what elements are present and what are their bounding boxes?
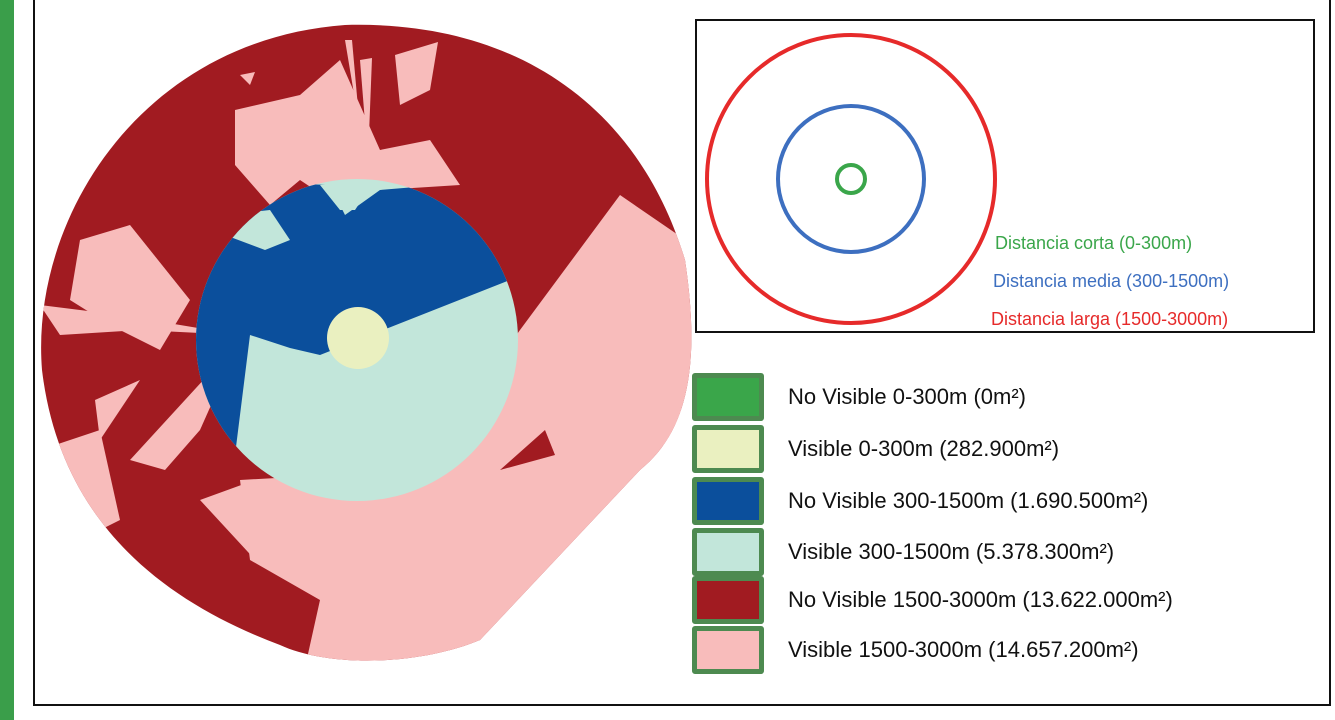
legend-label: Visible 300-1500m (5.378.300m²) (788, 539, 1115, 564)
long-distance-ring (705, 33, 997, 325)
legend-item-visible-short: Visible 0-300m (282.900m²) (692, 425, 1312, 475)
legend-swatch (692, 576, 764, 624)
legend-item-visible-long: Visible 1500-3000m (14.657.200m²) (692, 626, 1312, 676)
legend-label: No Visible 0-300m (0m²) (788, 384, 1027, 409)
legend-label: No Visible 1500-3000m (13.622.000m²) (788, 587, 1173, 612)
short-distance-label: Distancia corta (0-300m) (995, 233, 1193, 253)
distance-rings-panel: Distancia corta (0-300m) Distancia media… (695, 19, 1315, 333)
legend-swatch (692, 425, 764, 473)
medium-distance-ring (776, 104, 926, 254)
short-distance-ring (835, 163, 867, 195)
long-distance-label: Distancia larga (1500-3000m) (991, 309, 1229, 329)
legend-swatch (692, 477, 764, 525)
legend-swatch (692, 626, 764, 674)
left-accent-strip (0, 0, 14, 720)
legend-label: Visible 0-300m (282.900m²) (788, 436, 1060, 461)
distance-rings-diagram (705, 33, 997, 325)
legend-item-no-visible-short: No Visible 0-300m (0m²) (692, 373, 1312, 423)
visible-short-area (327, 307, 389, 369)
legend-item-no-visible-medium: No Visible 300-1500m (1.690.500m²) (692, 477, 1312, 527)
legend-swatch (692, 373, 764, 421)
legend-swatch (692, 528, 764, 576)
legend-label: Visible 1500-3000m (14.657.200m²) (788, 637, 1139, 662)
legend-label: No Visible 300-1500m (1.690.500m²) (788, 488, 1149, 513)
legend-item-no-visible-long: No Visible 1500-3000m (13.622.000m²) (692, 576, 1312, 626)
legend-item-visible-medium: Visible 300-1500m (5.378.300m²) (692, 528, 1312, 578)
medium-distance-label: Distancia media (300-1500m) (993, 271, 1230, 291)
